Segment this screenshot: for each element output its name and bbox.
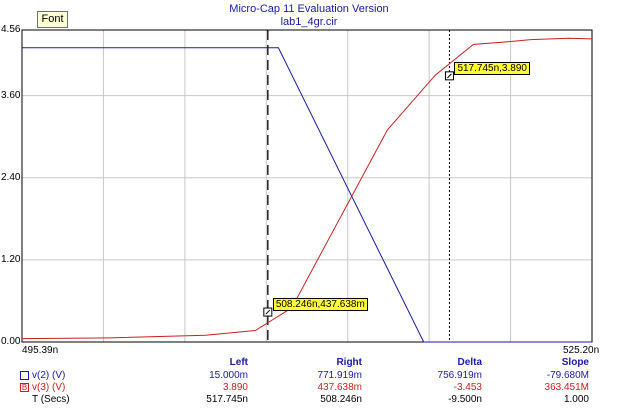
plot-frame (21, 29, 593, 343)
table-cell: -9.500n (448, 394, 482, 405)
plot-grid (22, 29, 592, 343)
cursor-marker-tick (447, 73, 452, 79)
table-cell: 437.638m (317, 382, 362, 393)
series-line-v2 (22, 47, 592, 343)
y-tick-label: 3.60 (1, 89, 21, 101)
series-lines (21, 37, 593, 343)
cursor-marker-tick (265, 309, 271, 315)
window-title: Micro-Cap 11 Evaluation Version (229, 3, 389, 15)
header-right: Right (336, 357, 362, 368)
font-button[interactable]: Font (37, 11, 68, 28)
series-marker-box[interactable] (20, 371, 29, 380)
series-line-v3 (21, 37, 593, 340)
cursor-label-2: 517.745n,3.890 (454, 61, 530, 75)
cursor-markers (263, 71, 454, 317)
row-label: T (Secs) (32, 394, 70, 405)
cursor-lines (267, 30, 450, 342)
x-tick-right: 525.20n (563, 345, 600, 356)
row-label: v(3) (V) (32, 382, 66, 393)
table-cell: -79.680M (546, 370, 589, 381)
circuit-file-name: lab1_4gr.cir (280, 16, 338, 28)
table-cell: 771.919m (317, 370, 362, 381)
table-cell: 517.745n (206, 394, 248, 405)
header-slope: Slope (561, 357, 589, 368)
series-marker-box[interactable]: B (20, 383, 29, 392)
table-cell: 363.451M (544, 382, 589, 393)
y-tick-label: 0.00 (1, 336, 21, 347)
row-label: v(2) (V) (32, 370, 66, 381)
table-cell: 15.000m (209, 370, 248, 381)
table-cell: 508.246n (320, 394, 362, 405)
table-cell: 756.919m (437, 370, 482, 381)
y-tick-label: 4.56 (1, 24, 21, 35)
y-tick-label: 1.20 (1, 253, 21, 265)
y-tick-label: 2.40 (1, 171, 21, 183)
header-delta: Delta (457, 357, 482, 368)
table-cell: -3.453 (453, 382, 482, 393)
header-left: Left (229, 357, 248, 368)
table-cell: 3.890 (222, 382, 248, 393)
table-cell: 1.000 (563, 394, 589, 405)
cursor-label-1: 508.246n,437.638m (272, 298, 368, 312)
x-tick-left: 495.39n (22, 345, 59, 356)
